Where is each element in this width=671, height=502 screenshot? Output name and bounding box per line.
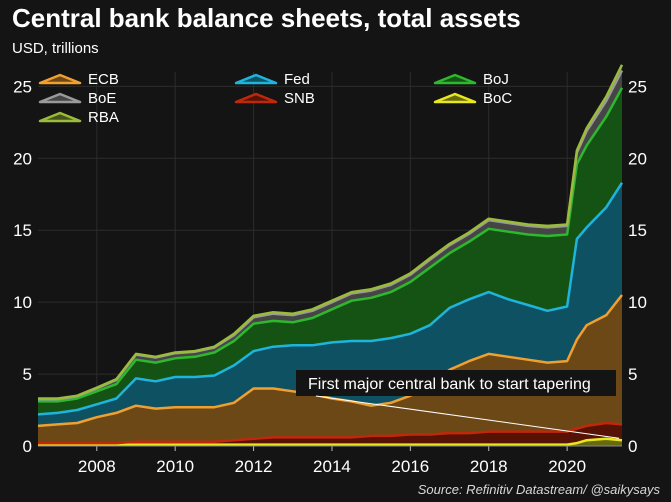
x-tick-label: 2012	[235, 457, 273, 476]
y-tick-label-left: 15	[13, 221, 32, 240]
x-tick-label: 2008	[78, 457, 116, 476]
y-tick-label-right: 5	[628, 365, 637, 384]
annotation-text: First major central bank to start taperi…	[308, 376, 591, 393]
legend-item-boc: BoC	[433, 90, 512, 107]
line-fed	[37, 182, 624, 416]
legend-swatch	[38, 73, 82, 85]
y-tick-label-left: 25	[13, 77, 32, 96]
legend-item-boe: BoE	[38, 90, 116, 107]
annotation-box	[296, 370, 616, 396]
legend: ECB Fed BoJ BoE SNB BoC RBA	[38, 71, 512, 126]
line-boc	[38, 437, 623, 446]
y-tick-label-right: 15	[628, 221, 647, 240]
legend-swatch	[38, 92, 82, 104]
legend-swatch	[38, 111, 82, 123]
legend-label: SNB	[284, 90, 315, 107]
legend-label: BoE	[88, 90, 116, 107]
legend-label: Fed	[284, 71, 310, 88]
y-tick-label-right: 0	[628, 437, 637, 456]
chart-subtitle: USD, trillions	[12, 40, 99, 57]
line-snb	[38, 421, 623, 445]
legend-item-snb: SNB	[234, 90, 315, 107]
x-tick-label: 2020	[548, 457, 586, 476]
area-snb	[38, 423, 622, 445]
legend-swatch	[433, 92, 477, 104]
area-ecb	[38, 295, 622, 444]
y-tick-label-right: 20	[628, 149, 647, 168]
y-tick-label-right: 25	[628, 77, 647, 96]
legend-swatch	[433, 73, 477, 85]
annotation-pointer	[315, 395, 620, 439]
legend-item-ecb: ECB	[38, 71, 119, 88]
chart-title: Central bank balance sheets, total asset…	[12, 3, 521, 33]
y-tick-label-left: 10	[13, 293, 32, 312]
legend-label: BoJ	[483, 71, 509, 88]
legend-item-fed: Fed	[234, 71, 310, 88]
annotation-layer: First major central bank to start taperi…	[296, 370, 620, 439]
y-tick-label-right: 10	[628, 293, 647, 312]
legend-item-rba: RBA	[38, 109, 119, 126]
legend-label: ECB	[88, 71, 119, 88]
y-tick-label-left: 20	[13, 149, 32, 168]
legend-swatch	[234, 73, 278, 85]
legend-swatch	[234, 92, 278, 104]
x-tick-label: 2014	[313, 457, 351, 476]
x-tick-label: 2018	[470, 457, 508, 476]
y-tick-label-left: 5	[23, 365, 32, 384]
x-tick-label: 2010	[156, 457, 194, 476]
area-boj	[38, 87, 622, 415]
legend-item-boj: BoJ	[433, 71, 509, 88]
line-rba	[38, 64, 624, 400]
source-note: Source: Refinitiv Datastream/ @saikysays	[418, 482, 661, 497]
line-boj	[38, 87, 624, 403]
legend-label: RBA	[88, 109, 119, 126]
y-tick-label-left: 0	[23, 437, 32, 456]
x-tick-label: 2016	[391, 457, 429, 476]
legend-label: BoC	[483, 90, 512, 107]
